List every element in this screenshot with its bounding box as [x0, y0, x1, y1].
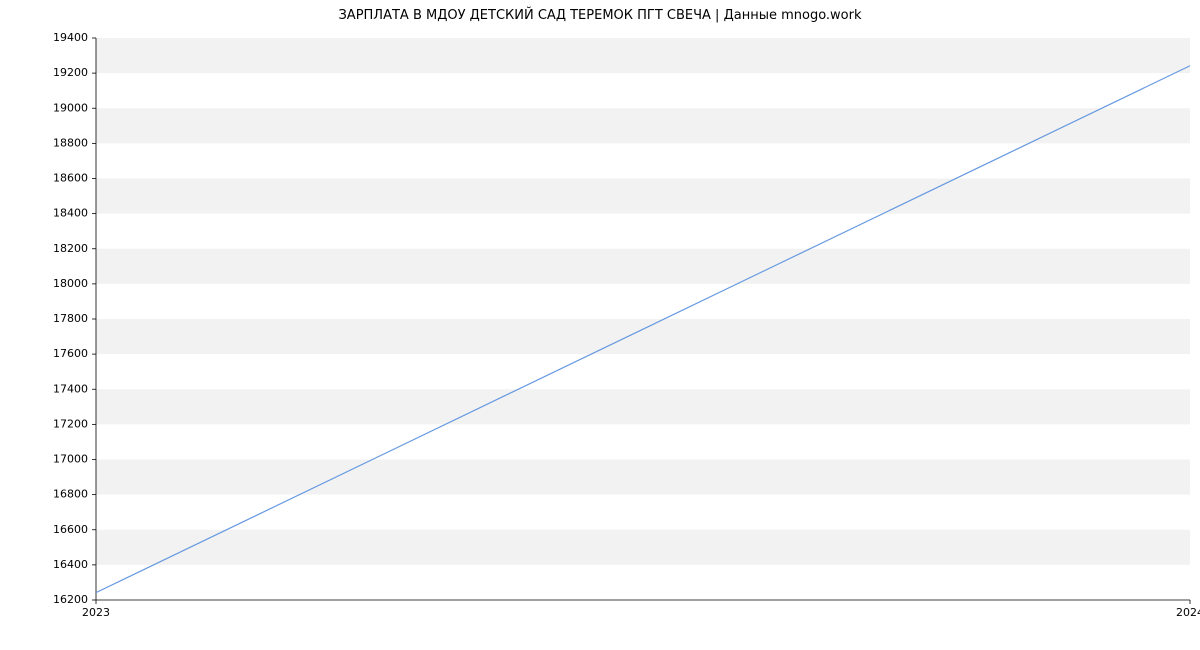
svg-text:16400: 16400 [53, 558, 88, 571]
svg-text:18400: 18400 [53, 207, 88, 220]
svg-text:2023: 2023 [82, 606, 110, 619]
svg-text:19200: 19200 [53, 66, 88, 79]
svg-text:18000: 18000 [53, 277, 88, 290]
chart-title: ЗАРПЛАТА В МДОУ ДЕТСКИЙ САД ТЕРЕМОК ПГТ … [0, 8, 1200, 23]
svg-text:19000: 19000 [53, 101, 88, 114]
svg-text:2024: 2024 [1176, 606, 1200, 619]
salary-line-chart: 16200 16400 16600 16800 17000 17200 17400 17600… [0, 0, 1200, 650]
svg-text:17400: 17400 [53, 382, 88, 395]
svg-text:17000: 17000 [53, 453, 88, 466]
svg-text:18200: 18200 [53, 242, 88, 255]
svg-text:18600: 18600 [53, 172, 88, 185]
svg-text:19400: 19400 [53, 31, 88, 44]
svg-text:16200: 16200 [53, 593, 88, 606]
svg-text:17800: 17800 [53, 312, 88, 325]
svg-text:18800: 18800 [53, 136, 88, 149]
svg-text:16800: 16800 [53, 488, 88, 501]
svg-text:16600: 16600 [53, 523, 88, 536]
svg-text:17600: 17600 [53, 347, 88, 360]
svg-text:17200: 17200 [53, 417, 88, 430]
